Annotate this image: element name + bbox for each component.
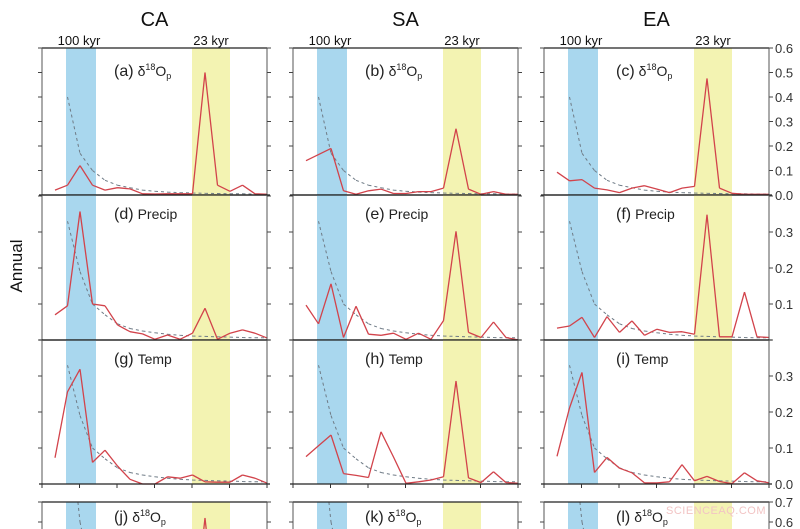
band-100kyr [568,195,598,340]
spectrum-line [54,72,268,195]
band-100kyr [568,48,598,195]
band-100kyr [66,502,96,529]
spectrum-line [203,517,207,529]
band-label-100kyr: 100 kyr [58,33,101,48]
y-tick-label: 0.3 [775,225,793,240]
panel-e: (e) Precip [289,194,522,341]
panel-b: (b) δ18Op [289,47,522,196]
panel-label: (b) δ18Op [365,62,422,81]
spectrum-line [556,214,770,339]
band-100kyr [317,195,347,340]
band-100kyr [66,340,96,484]
band-23kyr [443,340,481,484]
band-label-100kyr: 100 kyr [560,33,603,48]
spectrum-line [556,372,770,485]
panel-label: (a) δ18Op [114,62,171,81]
panel-f: (f) Precip 0.1 0.2 0.3 [540,194,793,341]
panel-label: (l) δ18Op [616,508,668,527]
panel-label: (d) Precip [114,206,177,223]
spectrum-line [305,231,519,341]
panel-j: (j) δ18Op [38,501,271,529]
panel-label: (k) δ18Op [365,508,421,527]
background-spectrum-line [318,221,519,339]
panel-g: (g) Temp [38,339,271,488]
y-tick-label: 0.7 [775,495,793,510]
panel-d: (d) Precip [38,194,271,341]
panel-label: (g) Temp [114,351,172,368]
spectrum-line [305,380,519,484]
y-tick-label: 0.6 [775,515,793,529]
column-title: CA [141,9,169,31]
panel-label: (j) δ18Op [114,508,166,527]
y-tick-label: 0.0 [775,477,793,492]
panel-h: (h) Temp [289,339,522,488]
watermark: SCIENCEAQ.COM [666,505,766,517]
band-23kyr [192,340,230,484]
y-tick-label: 0.1 [775,297,793,312]
band-100kyr [317,48,347,195]
column-title: SA [392,9,419,31]
y-tick-label: 0.6 [775,41,793,56]
spectrum-line [54,211,268,340]
panel-c: (c) δ18Op 0.0 0.1 0.2 0.3 0.4 0.5 0.6 [540,41,793,203]
background-spectrum-line [77,501,82,529]
background-spectrum-line [328,501,333,529]
panel-label: (e) Precip [365,206,428,223]
band-100kyr [317,340,347,484]
panel-label: (h) Temp [365,351,423,368]
y-tick-label: 0.0 [775,188,793,203]
panel-label: (f) Precip [616,206,675,223]
panel-i: (i) Temp 0.0 0.1 0.2 0.3 [540,339,793,492]
band-100kyr [568,502,598,529]
y-tick-label: 0.2 [775,139,793,154]
y-tick-label: 0.5 [775,66,793,81]
y-tick-label: 0.2 [775,261,793,276]
background-spectrum-line [318,365,519,483]
background-spectrum-line [569,365,770,483]
background-spectrum-line [569,221,770,339]
band-23kyr [443,195,481,340]
band-23kyr [694,502,732,529]
band-100kyr [66,48,96,195]
band-label-23kyr: 23 kyr [193,33,229,48]
background-spectrum-line [318,96,519,195]
spectrum-line [556,78,770,195]
panel-l: (l) δ18Op 0.6 0.7 [540,495,793,529]
background-spectrum-line [569,96,770,195]
background-spectrum-line [67,221,268,339]
y-tick-label: 0.3 [775,369,793,384]
panel-k: (k) δ18Op [289,501,522,529]
column-title: EA [643,9,670,31]
y-tick-label: 0.1 [775,164,793,179]
band-23kyr [192,502,230,529]
spectrum-line [305,128,519,195]
band-100kyr [317,502,347,529]
y-axis-label: Annual [7,240,26,293]
panel-label: (i) Temp [616,351,669,368]
background-spectrum-line [579,501,584,529]
band-23kyr [694,48,732,195]
band-label-23kyr: 23 kyr [444,33,480,48]
band-label-100kyr: 100 kyr [309,33,352,48]
band-23kyr [443,48,481,195]
background-spectrum-line [67,96,268,195]
y-tick-label: 0.4 [775,90,793,105]
panel-label: (c) δ18Op [616,62,672,81]
band-23kyr [443,502,481,529]
background-spectrum-line [67,365,268,483]
y-tick-label: 0.1 [775,441,793,456]
band-23kyr [694,340,732,484]
panel-a: (a) δ18Op [38,47,271,196]
y-tick-label: 0.3 [775,115,793,130]
y-tick-label: 0.2 [775,405,793,420]
band-23kyr [192,195,230,340]
band-label-23kyr: 23 kyr [695,33,731,48]
